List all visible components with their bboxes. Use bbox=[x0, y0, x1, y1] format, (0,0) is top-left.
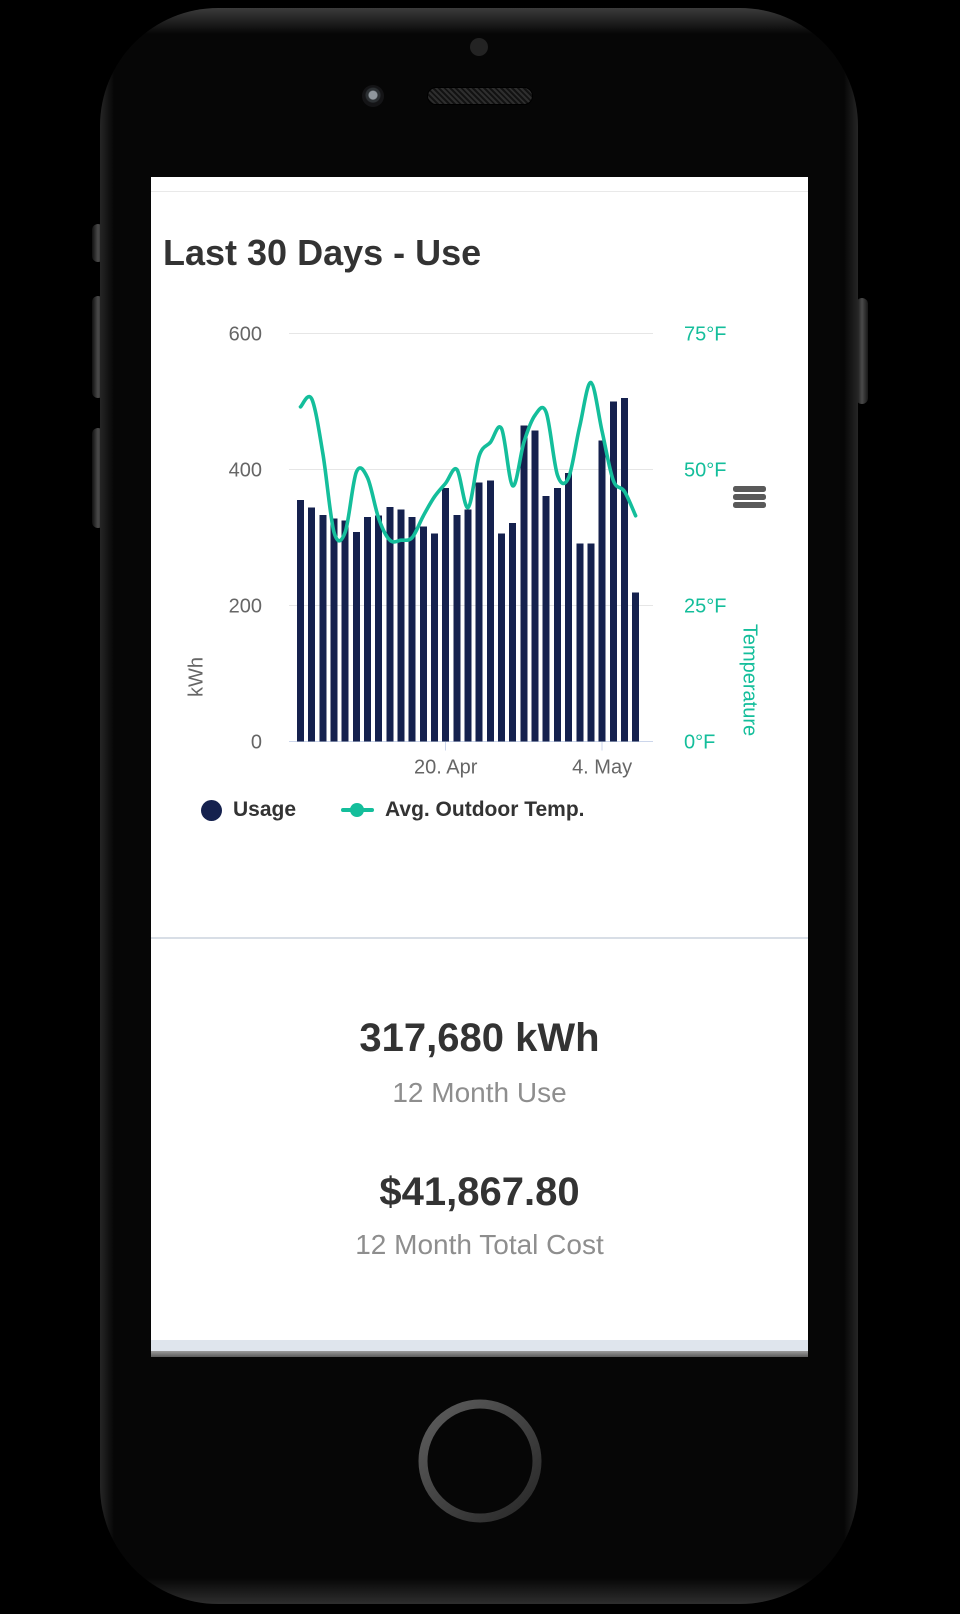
legend-temperature-label: Avg. Outdoor Temp. bbox=[385, 798, 585, 821]
power-button[interactable] bbox=[856, 298, 868, 404]
usage-bar[interactable] bbox=[531, 430, 539, 742]
y-axis-title-kwh: kWh bbox=[185, 657, 208, 697]
usage-bar[interactable] bbox=[486, 480, 494, 742]
usage-bar[interactable] bbox=[308, 507, 316, 742]
legend-item-usage[interactable]: Usage bbox=[201, 797, 296, 823]
usage-bar[interactable] bbox=[330, 518, 338, 742]
usage-bar[interactable] bbox=[520, 425, 528, 742]
proximity-sensor-icon bbox=[470, 38, 488, 56]
hamburger-menu-icon bbox=[733, 486, 766, 492]
usage-bar[interactable] bbox=[542, 496, 550, 742]
y-axis-tick-label-kwh: 400 bbox=[229, 460, 262, 482]
usage-bar[interactable] bbox=[464, 509, 472, 742]
usage-bar[interactable] bbox=[565, 472, 573, 742]
screen-bottom-edge bbox=[151, 1351, 808, 1357]
content-top-border bbox=[151, 191, 808, 192]
chart-plot: 0 0°F 200 25°F 400 50°F 600 75°F 20. Apr 4. May bbox=[229, 324, 727, 779]
home-button-ring-icon bbox=[418, 1399, 542, 1523]
twelve-month-cost-value: $41,867.80 bbox=[379, 1170, 580, 1214]
usage-bar[interactable] bbox=[319, 515, 327, 742]
usage-bar[interactable] bbox=[620, 398, 628, 742]
twelve-month-use-label: 12 Month Use bbox=[392, 1077, 567, 1108]
usage-bar[interactable] bbox=[609, 401, 617, 742]
y-axis-title-temperature: Temperature bbox=[738, 623, 761, 737]
twelve-month-cost-label: 12 Month Total Cost bbox=[355, 1229, 604, 1260]
usage-bar[interactable] bbox=[587, 543, 595, 742]
usage-bar[interactable] bbox=[352, 532, 360, 742]
section-divider bbox=[151, 937, 808, 939]
front-camera-icon bbox=[362, 85, 384, 107]
usage-bar[interactable] bbox=[509, 523, 517, 742]
y-axis-tick-label-temp: 75°F bbox=[684, 324, 726, 346]
usage-chart: 0 0°F 200 25°F 400 50°F 600 75°F 20. Apr 4. May k… bbox=[151, 317, 808, 797]
hamburger-menu-icon bbox=[733, 494, 766, 500]
y-axis-tick-label-temp: 0°F bbox=[684, 732, 715, 754]
phone-screen: Last 30 Days - Use 0 0°F 200 25°F 400 50°F 600… bbox=[151, 177, 808, 1351]
usage-bar[interactable] bbox=[364, 517, 372, 742]
y-axis-tick-label-kwh: 200 bbox=[229, 596, 262, 618]
page-title: Last 30 Days - Use bbox=[163, 232, 482, 274]
usage-legend-marker-icon bbox=[201, 799, 222, 821]
usage-bar[interactable] bbox=[419, 526, 427, 742]
content-bottom-border bbox=[151, 1340, 808, 1351]
usage-bar[interactable] bbox=[408, 517, 416, 742]
temperature-line[interactable] bbox=[298, 380, 638, 544]
usage-bar[interactable] bbox=[341, 520, 349, 742]
usage-bar[interactable] bbox=[397, 509, 405, 742]
usage-bar[interactable] bbox=[498, 533, 506, 742]
y-axis-tick-label-temp: 25°F bbox=[684, 596, 726, 618]
y-axis-tick-label-kwh: 0 bbox=[251, 732, 262, 754]
x-axis-tick-label: 20. Apr bbox=[414, 757, 478, 779]
usage-bar[interactable] bbox=[576, 543, 584, 742]
usage-bar[interactable] bbox=[632, 592, 640, 742]
y-axis-tick-label-temp: 50°F bbox=[684, 460, 726, 482]
earpiece-speaker-icon bbox=[427, 87, 533, 105]
legend-item-temperature[interactable]: Avg. Outdoor Temp. bbox=[341, 797, 585, 823]
temperature-legend-marker-icon bbox=[341, 803, 374, 817]
usage-bar[interactable] bbox=[475, 482, 483, 742]
legend-usage-label: Usage bbox=[233, 798, 297, 821]
usage-bar[interactable] bbox=[442, 487, 450, 742]
twelve-month-use-value: 317,680 kWh bbox=[359, 1016, 600, 1060]
usage-bar[interactable] bbox=[386, 506, 394, 742]
hamburger-menu-icon bbox=[733, 502, 766, 508]
usage-bar[interactable] bbox=[453, 515, 461, 742]
usage-bar[interactable] bbox=[431, 533, 439, 742]
home-button[interactable] bbox=[410, 1391, 550, 1531]
y-axis-tick-label-kwh: 600 bbox=[229, 324, 262, 346]
usage-bar[interactable] bbox=[598, 440, 606, 742]
x-axis-tick-label: 4. May bbox=[572, 757, 632, 779]
usage-bar[interactable] bbox=[553, 487, 561, 742]
usage-bar[interactable] bbox=[375, 515, 383, 742]
usage-bar[interactable] bbox=[297, 500, 304, 742]
chart-menu-button[interactable] bbox=[733, 486, 766, 508]
